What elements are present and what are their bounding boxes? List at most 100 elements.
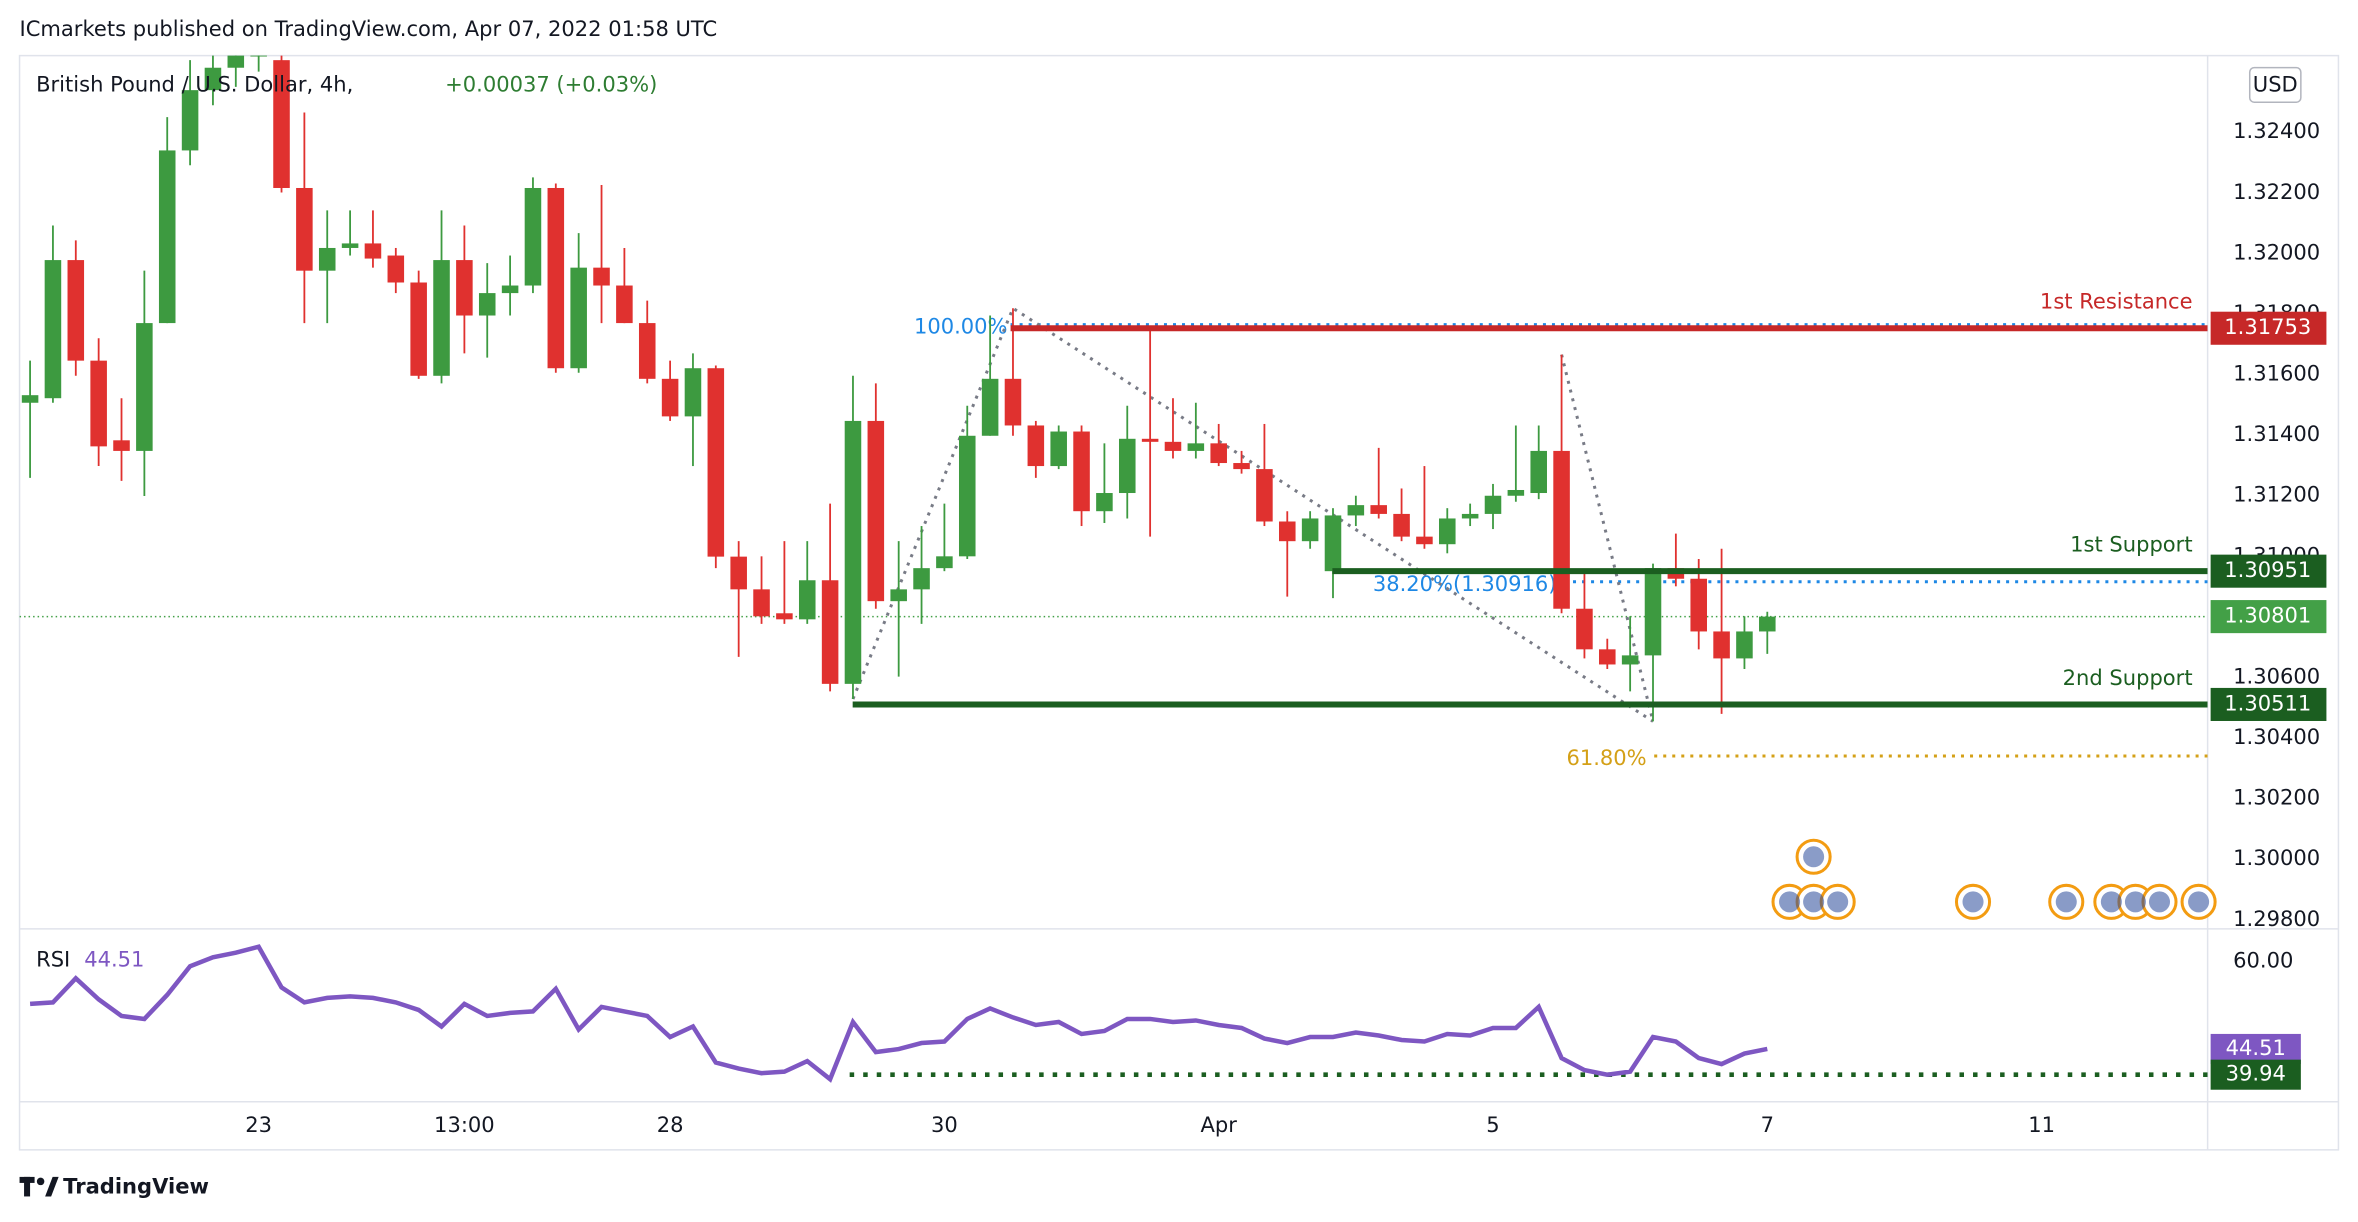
candle-body (524, 187, 542, 286)
candle-body (250, 55, 267, 57)
candle-body (410, 282, 427, 376)
candle-body (1759, 616, 1776, 632)
level-label: 2nd Support (2063, 665, 2193, 690)
candle-body (1096, 493, 1113, 512)
candle-body (1187, 443, 1205, 451)
currency: USD (2253, 72, 2298, 97)
candle-body (181, 90, 199, 151)
symbol-title: British Pound / U.S. Dollar, 4h, (36, 72, 353, 97)
candle-body (798, 580, 816, 620)
candle-body (958, 435, 976, 557)
candle-body (113, 440, 130, 451)
price-label: 1.30801 (2224, 603, 2311, 628)
rsi-label: 39.94 (2226, 1061, 2286, 1086)
price-label-box (2210, 311, 2327, 345)
candle-body (1690, 578, 1707, 632)
candle-body (1050, 431, 1067, 467)
candle-body (730, 556, 747, 590)
candle-body (936, 556, 953, 569)
level-label: 1st Resistance (2040, 289, 2193, 314)
candle-body (1370, 505, 1387, 514)
candle-body (547, 187, 565, 369)
y-tick-label: 1.31600 (2233, 361, 2320, 386)
price-label: 1.30951 (2224, 557, 2311, 582)
candle-body (753, 589, 770, 617)
candle-body (136, 323, 153, 451)
candle-body (1461, 513, 1479, 519)
candle-body (1164, 441, 1182, 451)
price-label: 1.30511 (2224, 690, 2311, 715)
y-tick-label: 1.32400 (2233, 118, 2320, 143)
rsi-label: 44.51 (2226, 1035, 2286, 1060)
candle-body (1004, 378, 1022, 426)
x-tick-label: 30 (931, 1112, 958, 1137)
candle-body (1027, 425, 1045, 467)
price-label: 1.31753 (2224, 314, 2311, 339)
candle-body (1621, 655, 1639, 665)
event-icon-fills (1779, 846, 2210, 913)
fib-level-label: 61.80% (1566, 745, 1646, 770)
candle-body (661, 378, 679, 417)
candle-body (318, 247, 336, 271)
candle-body (1210, 443, 1227, 464)
candle-body (1073, 431, 1090, 512)
candle-body (1393, 513, 1410, 537)
candle-body (821, 580, 839, 684)
y-tick-label: 1.32000 (2233, 239, 2320, 264)
candle-body (776, 613, 793, 620)
price-label-box (2210, 554, 2327, 588)
frame (18, 54, 2340, 1151)
logo (19, 1176, 59, 1197)
rsi-tick-label: 60.00 (2233, 948, 2293, 973)
candle-body (844, 420, 862, 684)
main-pane: 100.00% 38.20%(1.30916) 61.80% 1st Resistan… (19, 55, 2208, 770)
candle-body (1416, 536, 1433, 545)
x-tick-label: Apr (1201, 1112, 1238, 1137)
candle-body (1347, 505, 1365, 516)
candle-body (21, 395, 39, 403)
candle-body (913, 568, 930, 590)
candle-body (1713, 631, 1730, 659)
candle-body (981, 378, 999, 436)
candle-body (1279, 521, 1296, 542)
candle-body (1553, 450, 1570, 609)
rsi-value: 44.51 (84, 946, 144, 971)
candle-body (1141, 438, 1159, 442)
header: ICmarkets published on TradingView.com, … (20, 16, 718, 41)
x-tick-label: 23 (245, 1112, 272, 1137)
candle-body (616, 285, 633, 324)
candle-body (1644, 568, 1662, 656)
price-axis: 1.29800 1.30000 1.30200 1.30400 1.30600 1.308… (2210, 58, 2327, 1090)
fib-zigzag (851, 305, 1654, 723)
candle-body (158, 150, 176, 324)
candle-body (1530, 450, 1547, 494)
currency-box (2248, 66, 2302, 103)
y-tick-label: 1.29800 (2233, 906, 2320, 931)
candle-body (341, 243, 359, 248)
candle-body (1484, 495, 1502, 514)
candle-body (67, 260, 85, 361)
candle-body (1324, 515, 1342, 572)
y-tick-label: 1.32200 (2233, 179, 2320, 204)
candle-body (1118, 438, 1136, 494)
y-tick-label: 1.30400 (2233, 724, 2320, 749)
rsi-label-box (2210, 1033, 2301, 1064)
rsi-label-box (2210, 1059, 2301, 1090)
candle-body (44, 260, 62, 399)
candle-body (1256, 469, 1273, 522)
candle-body (1599, 649, 1616, 665)
candle-body (1439, 518, 1456, 545)
x-tick-label: 28 (657, 1112, 684, 1137)
rsi-pane (29, 944, 2208, 1083)
x-tick-label: 7 (1761, 1112, 1774, 1137)
y-tick-label: 1.31400 (2233, 421, 2320, 446)
candle-body (707, 368, 725, 557)
y-tick-label: 1.31200 (2233, 482, 2320, 507)
candle-body (387, 255, 405, 283)
level-label: 1st Support (2070, 532, 2192, 557)
footer-brand: TradingView (63, 1173, 209, 1198)
candle-body (296, 187, 313, 271)
candle-body (273, 60, 290, 188)
